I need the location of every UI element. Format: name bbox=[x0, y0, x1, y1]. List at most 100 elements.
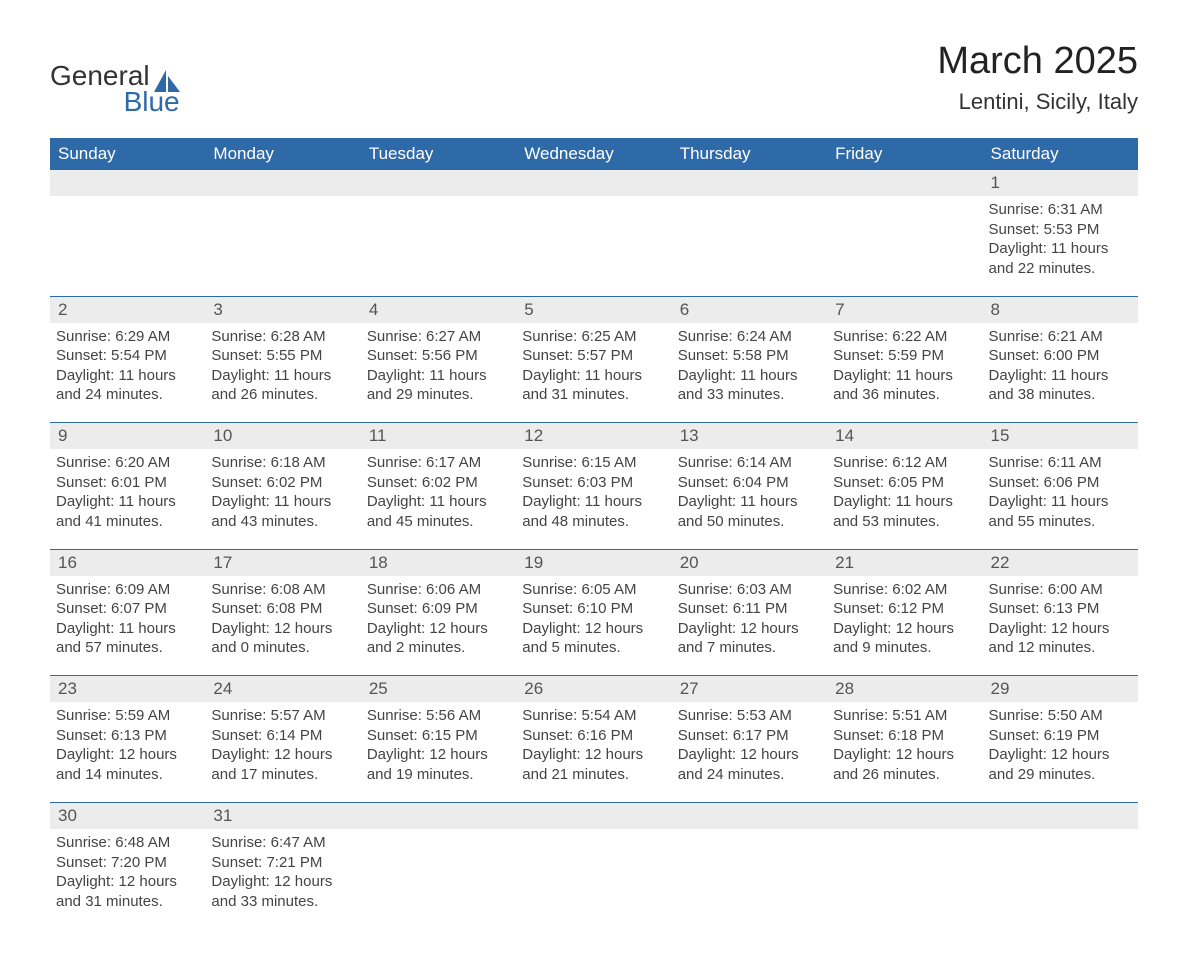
day-cell: Sunrise: 6:06 AMSunset: 6:09 PMDaylight:… bbox=[361, 576, 516, 676]
day-cell: Sunrise: 6:18 AMSunset: 6:02 PMDaylight:… bbox=[205, 449, 360, 549]
day-cell: Sunrise: 5:53 AMSunset: 6:17 PMDaylight:… bbox=[672, 702, 827, 802]
day-sunset: Sunset: 6:15 PM bbox=[367, 726, 510, 746]
day-day2: and 38 minutes. bbox=[989, 385, 1132, 405]
day-number: 24 bbox=[205, 676, 360, 703]
day-day1: Daylight: 12 hours bbox=[211, 872, 354, 892]
day-day1: Daylight: 11 hours bbox=[989, 239, 1132, 259]
day-cell: Sunrise: 6:21 AMSunset: 6:00 PMDaylight:… bbox=[983, 323, 1138, 423]
day-sunrise: Sunrise: 6:02 AM bbox=[833, 580, 976, 600]
day-number: 19 bbox=[516, 549, 671, 576]
day-cell: Sunrise: 6:14 AMSunset: 6:04 PMDaylight:… bbox=[672, 449, 827, 549]
day-number: 21 bbox=[827, 549, 982, 576]
day-day2: and 22 minutes. bbox=[989, 259, 1132, 279]
day-day2: and 31 minutes. bbox=[522, 385, 665, 405]
day-day1: Daylight: 12 hours bbox=[56, 872, 199, 892]
day-day2: and 26 minutes. bbox=[833, 765, 976, 785]
day-number: 31 bbox=[205, 802, 360, 829]
header: General Blue March 2025 Lentini, Sicily,… bbox=[50, 40, 1138, 118]
day-day2: and 7 minutes. bbox=[678, 638, 821, 658]
day-number bbox=[672, 170, 827, 196]
day-cell: Sunrise: 6:29 AMSunset: 5:54 PMDaylight:… bbox=[50, 323, 205, 423]
day-sunrise: Sunrise: 5:57 AM bbox=[211, 706, 354, 726]
day-day1: Daylight: 11 hours bbox=[989, 492, 1132, 512]
day-sunset: Sunset: 6:13 PM bbox=[56, 726, 199, 746]
weekday-header: Monday bbox=[205, 138, 360, 170]
day-day2: and 21 minutes. bbox=[522, 765, 665, 785]
weekday-header: Tuesday bbox=[361, 138, 516, 170]
day-number bbox=[516, 170, 671, 196]
day-day2: and 36 minutes. bbox=[833, 385, 976, 405]
day-cell bbox=[50, 196, 205, 296]
day-day2: and 45 minutes. bbox=[367, 512, 510, 532]
day-sunrise: Sunrise: 6:03 AM bbox=[678, 580, 821, 600]
day-detail-row: Sunrise: 6:20 AMSunset: 6:01 PMDaylight:… bbox=[50, 449, 1138, 549]
day-cell bbox=[361, 196, 516, 296]
location: Lentini, Sicily, Italy bbox=[937, 89, 1138, 115]
day-sunrise: Sunrise: 6:24 AM bbox=[678, 327, 821, 347]
day-day2: and 41 minutes. bbox=[56, 512, 199, 532]
day-day2: and 48 minutes. bbox=[522, 512, 665, 532]
day-sunrise: Sunrise: 6:27 AM bbox=[367, 327, 510, 347]
day-sunset: Sunset: 6:18 PM bbox=[833, 726, 976, 746]
day-sunrise: Sunrise: 6:14 AM bbox=[678, 453, 821, 473]
day-sunrise: Sunrise: 6:48 AM bbox=[56, 833, 199, 853]
day-sunrise: Sunrise: 6:31 AM bbox=[989, 200, 1132, 220]
day-day1: Daylight: 12 hours bbox=[211, 745, 354, 765]
day-day1: Daylight: 12 hours bbox=[56, 745, 199, 765]
day-number: 5 bbox=[516, 296, 671, 323]
day-day1: Daylight: 11 hours bbox=[678, 366, 821, 386]
day-day2: and 33 minutes. bbox=[211, 892, 354, 912]
day-day1: Daylight: 12 hours bbox=[522, 619, 665, 639]
day-cell: Sunrise: 6:31 AMSunset: 5:53 PMDaylight:… bbox=[983, 196, 1138, 296]
day-day1: Daylight: 12 hours bbox=[211, 619, 354, 639]
day-cell bbox=[361, 829, 516, 929]
day-sunrise: Sunrise: 6:18 AM bbox=[211, 453, 354, 473]
day-day2: and 53 minutes. bbox=[833, 512, 976, 532]
day-day1: Daylight: 11 hours bbox=[56, 492, 199, 512]
day-cell bbox=[672, 829, 827, 929]
day-day1: Daylight: 12 hours bbox=[367, 619, 510, 639]
day-cell: Sunrise: 6:03 AMSunset: 6:11 PMDaylight:… bbox=[672, 576, 827, 676]
day-number-row: 23242526272829 bbox=[50, 676, 1138, 703]
day-day1: Daylight: 11 hours bbox=[678, 492, 821, 512]
day-detail-row: Sunrise: 6:48 AMSunset: 7:20 PMDaylight:… bbox=[50, 829, 1138, 929]
day-number: 11 bbox=[361, 423, 516, 450]
day-sunrise: Sunrise: 6:47 AM bbox=[211, 833, 354, 853]
day-cell: Sunrise: 6:02 AMSunset: 6:12 PMDaylight:… bbox=[827, 576, 982, 676]
day-cell: Sunrise: 6:12 AMSunset: 6:05 PMDaylight:… bbox=[827, 449, 982, 549]
day-sunrise: Sunrise: 6:11 AM bbox=[989, 453, 1132, 473]
day-number: 12 bbox=[516, 423, 671, 450]
day-day2: and 55 minutes. bbox=[989, 512, 1132, 532]
day-number: 7 bbox=[827, 296, 982, 323]
day-day1: Daylight: 12 hours bbox=[833, 745, 976, 765]
day-day1: Daylight: 11 hours bbox=[211, 492, 354, 512]
day-number: 22 bbox=[983, 549, 1138, 576]
day-number bbox=[516, 802, 671, 829]
day-cell: Sunrise: 6:27 AMSunset: 5:56 PMDaylight:… bbox=[361, 323, 516, 423]
day-cell: Sunrise: 6:20 AMSunset: 6:01 PMDaylight:… bbox=[50, 449, 205, 549]
day-sunset: Sunset: 6:16 PM bbox=[522, 726, 665, 746]
day-number: 16 bbox=[50, 549, 205, 576]
day-cell: Sunrise: 5:51 AMSunset: 6:18 PMDaylight:… bbox=[827, 702, 982, 802]
day-sunset: Sunset: 6:05 PM bbox=[833, 473, 976, 493]
day-number: 15 bbox=[983, 423, 1138, 450]
day-sunset: Sunset: 6:04 PM bbox=[678, 473, 821, 493]
day-sunset: Sunset: 6:10 PM bbox=[522, 599, 665, 619]
day-sunrise: Sunrise: 6:25 AM bbox=[522, 327, 665, 347]
day-sunset: Sunset: 6:11 PM bbox=[678, 599, 821, 619]
weekday-header-row: Sunday Monday Tuesday Wednesday Thursday… bbox=[50, 138, 1138, 170]
day-day2: and 31 minutes. bbox=[56, 892, 199, 912]
day-number bbox=[672, 802, 827, 829]
day-cell: Sunrise: 6:00 AMSunset: 6:13 PMDaylight:… bbox=[983, 576, 1138, 676]
day-number: 13 bbox=[672, 423, 827, 450]
day-day1: Daylight: 11 hours bbox=[211, 366, 354, 386]
day-cell: Sunrise: 6:24 AMSunset: 5:58 PMDaylight:… bbox=[672, 323, 827, 423]
day-number: 29 bbox=[983, 676, 1138, 703]
day-day2: and 29 minutes. bbox=[367, 385, 510, 405]
day-number: 18 bbox=[361, 549, 516, 576]
day-cell: Sunrise: 6:28 AMSunset: 5:55 PMDaylight:… bbox=[205, 323, 360, 423]
day-number bbox=[983, 802, 1138, 829]
day-cell: Sunrise: 6:47 AMSunset: 7:21 PMDaylight:… bbox=[205, 829, 360, 929]
day-day2: and 2 minutes. bbox=[367, 638, 510, 658]
day-sunset: Sunset: 5:59 PM bbox=[833, 346, 976, 366]
